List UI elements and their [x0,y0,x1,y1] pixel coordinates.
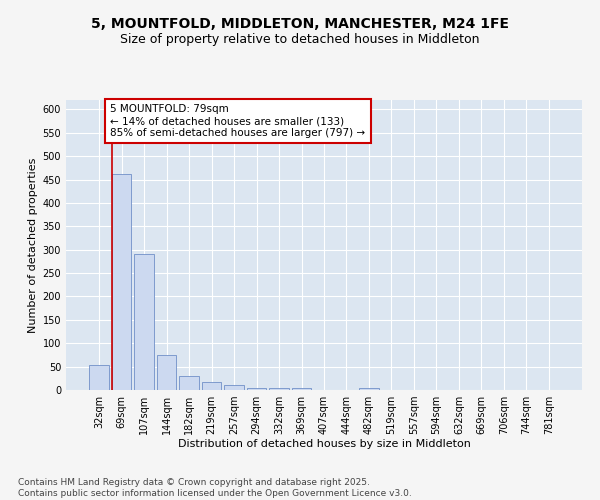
Bar [179,376,199,390]
X-axis label: Distribution of detached houses by size in Middleton: Distribution of detached houses by size … [178,438,470,448]
Bar [359,388,379,390]
Bar [89,365,109,390]
Text: Size of property relative to detached houses in Middleton: Size of property relative to detached ho… [120,32,480,46]
Text: 5 MOUNTFOLD: 79sqm
← 14% of detached houses are smaller (133)
85% of semi-detach: 5 MOUNTFOLD: 79sqm ← 14% of detached hou… [110,104,365,138]
Bar [112,174,131,390]
Bar [247,388,266,390]
Bar [224,386,244,390]
Bar [134,254,154,390]
Bar [157,355,176,390]
Bar [292,388,311,390]
Y-axis label: Number of detached properties: Number of detached properties [28,158,38,332]
Bar [202,382,221,390]
Text: Contains HM Land Registry data © Crown copyright and database right 2025.
Contai: Contains HM Land Registry data © Crown c… [18,478,412,498]
Bar [269,388,289,390]
Text: 5, MOUNTFOLD, MIDDLETON, MANCHESTER, M24 1FE: 5, MOUNTFOLD, MIDDLETON, MANCHESTER, M24… [91,18,509,32]
